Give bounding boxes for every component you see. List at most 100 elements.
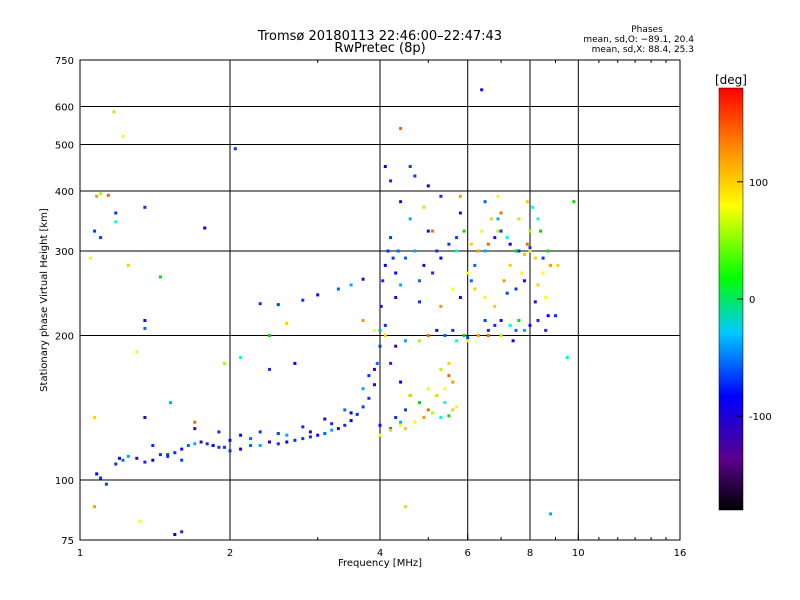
data-point bbox=[180, 458, 184, 462]
data-point bbox=[316, 293, 320, 297]
data-point bbox=[93, 505, 97, 509]
data-point bbox=[539, 229, 543, 233]
data-point bbox=[443, 387, 447, 391]
data-point bbox=[138, 519, 142, 523]
data-point bbox=[205, 442, 209, 446]
data-point bbox=[301, 425, 305, 429]
data-point bbox=[99, 236, 103, 240]
data-point bbox=[228, 449, 232, 453]
x-tick-label: 6 bbox=[465, 548, 471, 559]
data-point bbox=[499, 319, 503, 322]
x-axis: 1 2 4 6 8 10 16 bbox=[77, 60, 687, 559]
data-point bbox=[126, 454, 130, 458]
data-point bbox=[404, 339, 407, 343]
data-point bbox=[458, 296, 462, 299]
data-point bbox=[544, 328, 548, 332]
data-point bbox=[211, 444, 215, 447]
data-point bbox=[496, 217, 500, 221]
data-point bbox=[549, 512, 553, 516]
data-point bbox=[399, 420, 403, 424]
data-point bbox=[556, 263, 560, 267]
data-point bbox=[367, 396, 371, 400]
data-point bbox=[361, 405, 365, 409]
data-point bbox=[505, 236, 509, 240]
data-point bbox=[528, 249, 532, 253]
y-axis: 75 100 200 300 400 500 600 750 bbox=[55, 56, 86, 547]
data-point bbox=[375, 361, 379, 365]
data-point bbox=[426, 184, 430, 188]
data-point bbox=[455, 405, 459, 409]
data-point bbox=[486, 334, 490, 337]
data-point bbox=[499, 334, 503, 337]
data-point bbox=[151, 444, 155, 447]
data-point bbox=[383, 334, 387, 337]
data-point bbox=[486, 242, 490, 246]
data-point bbox=[451, 328, 455, 332]
data-point bbox=[480, 229, 484, 233]
data-point bbox=[536, 283, 540, 287]
data-point bbox=[355, 412, 359, 416]
data-point bbox=[431, 411, 435, 415]
data-point bbox=[381, 279, 385, 283]
data-point bbox=[404, 505, 407, 509]
data-point bbox=[466, 339, 470, 343]
data-point bbox=[431, 271, 435, 275]
data-point bbox=[413, 420, 417, 424]
data-point bbox=[447, 374, 451, 378]
x-tick-label: 16 bbox=[674, 548, 687, 559]
x-tick-label: 4 bbox=[377, 548, 383, 559]
data-point bbox=[469, 242, 473, 246]
data-point bbox=[121, 134, 125, 138]
data-point bbox=[443, 401, 447, 405]
colorbar-ticks: 100 0 -100 bbox=[737, 178, 772, 423]
data-point bbox=[541, 271, 545, 275]
data-point bbox=[451, 287, 455, 291]
data-point bbox=[193, 442, 197, 446]
data-point bbox=[499, 211, 503, 215]
data-point bbox=[180, 530, 184, 534]
data-point bbox=[106, 193, 110, 197]
data-point bbox=[223, 361, 226, 365]
y-tick-label: 300 bbox=[55, 247, 74, 258]
data-point bbox=[426, 334, 430, 337]
data-point bbox=[239, 433, 243, 437]
data-point bbox=[439, 416, 443, 419]
data-point bbox=[239, 356, 243, 359]
x-tick-label: 2 bbox=[227, 548, 233, 559]
data-point bbox=[166, 454, 170, 458]
data-point bbox=[426, 229, 430, 233]
chart-title: Tromsø 20180113 22:46:00–22:47:43 bbox=[257, 29, 502, 44]
x-tick-label: 8 bbox=[527, 548, 533, 559]
colorbar-tick-label: 100 bbox=[749, 178, 768, 189]
data-point bbox=[517, 217, 521, 221]
data-point bbox=[418, 279, 421, 283]
data-point bbox=[435, 394, 439, 397]
data-point bbox=[268, 367, 271, 371]
data-point bbox=[476, 249, 480, 253]
stats-heading: Phases bbox=[631, 25, 663, 35]
data-point bbox=[533, 256, 537, 260]
x-tick-label: 1 bbox=[77, 548, 83, 559]
data-point bbox=[135, 350, 139, 354]
data-point bbox=[404, 256, 407, 260]
y-tick-label: 400 bbox=[55, 187, 74, 198]
data-point bbox=[193, 420, 197, 424]
data-point bbox=[483, 200, 487, 204]
data-point bbox=[422, 263, 426, 267]
data-point bbox=[544, 296, 548, 299]
data-point bbox=[458, 211, 462, 215]
data-point bbox=[533, 300, 537, 304]
stats-line-o: mean, sd,O: −89.1, 20.4 bbox=[583, 35, 694, 45]
data-point bbox=[418, 339, 421, 343]
data-point bbox=[399, 380, 403, 384]
data-point bbox=[572, 200, 576, 204]
data-point bbox=[330, 428, 334, 432]
data-point bbox=[531, 205, 535, 209]
data-point bbox=[466, 271, 470, 275]
data-point bbox=[135, 456, 139, 460]
x-axis-label: Frequency [MHz] bbox=[338, 558, 422, 569]
data-point bbox=[483, 249, 487, 253]
data-point bbox=[413, 249, 417, 253]
data-point bbox=[439, 256, 443, 260]
